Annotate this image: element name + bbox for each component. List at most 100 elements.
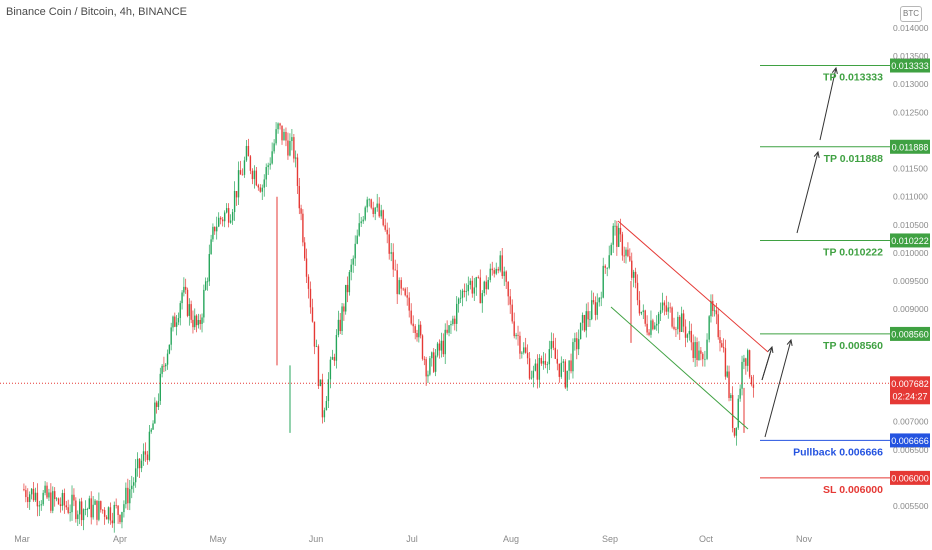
candle-body	[463, 290, 466, 292]
candle-body	[212, 226, 214, 240]
level-tag-tp1	[890, 233, 930, 248]
candle-body	[583, 314, 586, 331]
price-tick: 0.012500	[893, 107, 929, 117]
candle-body	[144, 451, 147, 455]
price-tick: 0.013500	[893, 51, 929, 61]
candle-body	[558, 363, 561, 377]
candle-body	[534, 363, 537, 371]
candle-body	[423, 358, 426, 360]
candle-body	[46, 485, 48, 498]
candle-body	[321, 379, 324, 418]
candle-body	[206, 281, 209, 283]
candle-body	[644, 310, 646, 324]
candle-body	[48, 492, 50, 498]
candle-body	[184, 286, 187, 290]
time-label: Apr	[113, 534, 127, 544]
candle-body	[243, 160, 246, 175]
candle-body	[210, 239, 212, 255]
candle-body	[105, 516, 108, 520]
candle-body	[436, 343, 439, 356]
candle-body	[253, 170, 256, 180]
level-tag-text-tp2: 0.011888	[892, 142, 929, 152]
candle-body	[752, 384, 755, 388]
currency-badge[interactable]: BTC	[900, 6, 922, 22]
candle-body	[550, 341, 553, 350]
candle-body	[261, 187, 263, 192]
candle-body	[673, 326, 675, 329]
candle-body	[339, 319, 341, 332]
candle-body	[461, 290, 464, 298]
candle-body	[440, 340, 443, 351]
arrow-line	[761, 346, 773, 381]
candle-body	[454, 318, 456, 324]
candle-body	[360, 221, 362, 224]
candle-body	[111, 520, 114, 524]
candle-body	[497, 268, 499, 271]
time-label: Oct	[699, 534, 714, 544]
candle-body	[233, 190, 236, 213]
candle-body	[231, 212, 234, 221]
candle-body	[82, 509, 85, 521]
candle-body	[743, 358, 745, 362]
candle-body	[459, 297, 462, 299]
candle-body	[554, 347, 557, 359]
candle-body	[570, 360, 572, 372]
candle-body	[602, 265, 604, 298]
candle-body	[574, 338, 576, 343]
candle-body	[30, 488, 33, 495]
candle-body	[733, 428, 736, 436]
candle-body	[345, 284, 347, 312]
candle-body	[170, 327, 172, 345]
candle-body	[487, 279, 489, 290]
candle-body	[285, 131, 287, 141]
candle-body	[636, 282, 639, 301]
candle-body	[352, 258, 354, 265]
candle-body	[386, 229, 388, 235]
candle-body	[471, 280, 473, 294]
candle-body	[688, 330, 691, 335]
price-tick: 0.009500	[893, 276, 929, 286]
candle-body	[499, 255, 501, 271]
candle-body	[750, 376, 753, 385]
candle-body	[305, 258, 308, 277]
candle-body	[374, 207, 376, 214]
candle-body	[96, 500, 98, 520]
candle-body	[259, 187, 261, 192]
candle-body	[343, 306, 345, 312]
candle-body	[77, 514, 79, 520]
candle-body	[446, 329, 448, 333]
candle-body	[142, 451, 145, 461]
candle-body	[479, 277, 481, 304]
candle-body	[509, 296, 511, 305]
price-tick: 0.006500	[893, 445, 929, 455]
candle-body	[75, 500, 77, 520]
level-tag-text-tp0: 0.008560	[891, 329, 929, 339]
candle-body	[356, 235, 358, 244]
candle-body	[208, 254, 210, 282]
candle-body	[616, 225, 618, 247]
candle-body	[675, 328, 677, 330]
level-label-tp0: TP 0.008560	[823, 340, 883, 352]
candle-body	[186, 289, 189, 316]
level-tag-tp2	[890, 139, 930, 154]
candle-body	[715, 310, 718, 315]
candle-body	[204, 281, 207, 290]
candle-body	[556, 358, 559, 364]
candle-body	[747, 350, 749, 366]
price-tick: 0.010000	[893, 248, 929, 258]
candle-body	[392, 252, 394, 270]
candle-body	[650, 320, 652, 335]
channel-bottom-line	[610, 306, 749, 430]
candle-body	[28, 494, 31, 502]
price-tick: 0.011500	[893, 164, 928, 174]
candle-body	[524, 347, 527, 353]
candle-body	[92, 504, 94, 518]
candle-body	[694, 342, 696, 358]
candle-body	[546, 364, 549, 366]
candle-body	[190, 304, 192, 320]
candle-body	[544, 360, 547, 365]
candle-body	[731, 395, 734, 429]
candle-body	[69, 512, 71, 514]
candle-body	[362, 219, 364, 222]
